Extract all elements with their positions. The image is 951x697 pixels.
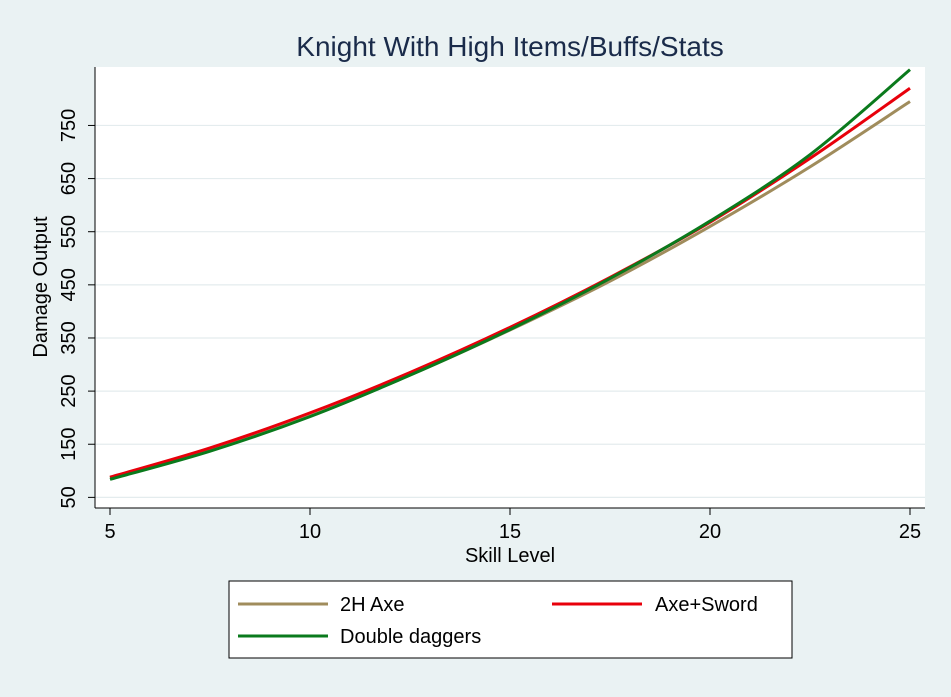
y-tick-label-550: 550 xyxy=(58,215,80,248)
plot-area xyxy=(95,67,925,508)
legend-label-2h-axe: 2H Axe xyxy=(340,594,404,616)
series-line-axe-sword xyxy=(109,87,911,479)
legend-box xyxy=(228,580,793,659)
legend-label-axe-sword: Axe+Sword xyxy=(655,594,758,616)
x-axis-ticks: 5 10 15 20 25 xyxy=(104,508,921,543)
series-line-double-daggers xyxy=(109,68,911,481)
y-tick-label-150: 150 xyxy=(58,428,80,461)
y-axis-ticks: 50 150 250 350 450 550 650 750 xyxy=(58,109,95,508)
y-tick-label-50: 50 xyxy=(58,486,80,508)
y-axis-label: Damage Output xyxy=(30,216,52,358)
y-tick-label-350: 350 xyxy=(58,321,80,354)
x-axis-label: Skill Level xyxy=(465,545,555,567)
x-tick-label-25: 25 xyxy=(899,521,921,543)
chart-title: Knight With High Items/Buffs/Stats xyxy=(296,31,723,62)
x-tick-label-15: 15 xyxy=(499,521,521,543)
series-lines xyxy=(109,68,911,481)
legend-label-double-daggers: Double daggers xyxy=(340,626,481,648)
y-tick-label-450: 450 xyxy=(58,268,80,301)
legend: 2H Axe Axe+Sword Double daggers xyxy=(228,580,793,659)
x-tick-label-10: 10 xyxy=(299,521,321,543)
y-tick-label-250: 250 xyxy=(58,374,80,407)
y-tick-label-650: 650 xyxy=(58,162,80,195)
y-tick-label-750: 750 xyxy=(58,109,80,142)
x-tick-label-5: 5 xyxy=(104,521,115,543)
x-tick-label-20: 20 xyxy=(699,521,721,543)
